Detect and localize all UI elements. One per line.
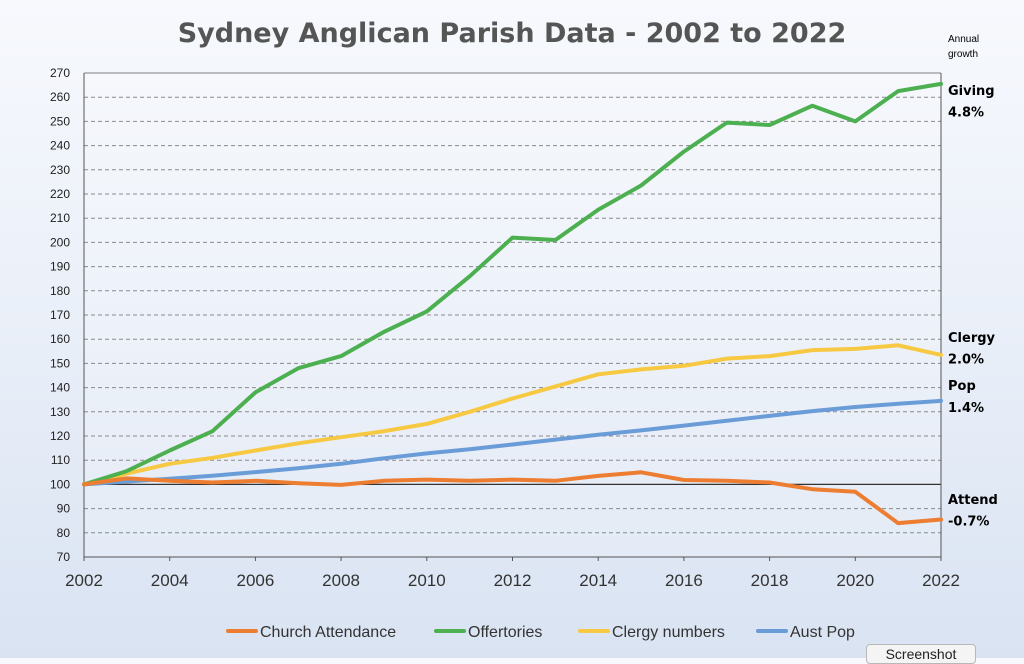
x-tick-label: 2012 bbox=[494, 571, 532, 590]
x-tick-label: 2016 bbox=[665, 571, 703, 590]
chart-title: Sydney Anglican Parish Data - 2002 to 20… bbox=[178, 18, 847, 49]
y-tick-label: 250 bbox=[50, 114, 70, 128]
screenshot-button[interactable]: Screenshot bbox=[866, 644, 976, 664]
y-tick-label: 190 bbox=[50, 260, 70, 274]
x-tick-label: 2006 bbox=[236, 571, 274, 590]
legend-label: Clergy numbers bbox=[612, 624, 725, 641]
x-tick-label: 2022 bbox=[922, 571, 960, 590]
y-tick-label: 230 bbox=[50, 163, 70, 177]
y-tick-label: 200 bbox=[50, 235, 70, 249]
x-tick-label: 2010 bbox=[408, 571, 446, 590]
y-tick-label: 220 bbox=[50, 187, 70, 201]
legend-label: Aust Pop bbox=[790, 624, 855, 641]
y-tick-label: 240 bbox=[50, 139, 70, 153]
legend-label: Church Attendance bbox=[260, 624, 396, 641]
y-tick-label: 150 bbox=[50, 356, 70, 370]
y-tick-label: 130 bbox=[50, 405, 70, 419]
legend-label: Offertories bbox=[468, 624, 542, 641]
y-tick-label: 100 bbox=[50, 477, 70, 491]
x-tick-label: 2018 bbox=[751, 571, 789, 590]
growth-annotation-value: 2.0% bbox=[948, 353, 984, 368]
y-tick-label: 110 bbox=[51, 453, 70, 467]
x-tick-label: 2004 bbox=[151, 571, 189, 590]
growth-annotation-name: Pop bbox=[948, 379, 976, 394]
y-tick-label: 90 bbox=[57, 502, 71, 516]
plot-area: 7080901001101201301401501601701801902002… bbox=[50, 66, 998, 590]
growth-annotation-value: 4.8% bbox=[948, 106, 984, 121]
y-tick-label: 210 bbox=[50, 211, 70, 225]
y-tick-label: 80 bbox=[57, 526, 71, 540]
series-line-clergy-numbers bbox=[82, 343, 943, 487]
growth-annotation-value: -0.7% bbox=[948, 515, 989, 530]
series-line-church-attendance bbox=[82, 470, 943, 526]
series-line-offertories bbox=[82, 81, 943, 487]
annual-growth-label-line2: growth bbox=[948, 49, 978, 60]
y-tick-label: 170 bbox=[50, 308, 70, 322]
y-tick-label: 120 bbox=[50, 429, 70, 443]
annual-growth-label-line1: Annual bbox=[948, 34, 979, 45]
y-tick-label: 160 bbox=[50, 332, 70, 346]
series-line-aust-pop bbox=[82, 398, 943, 487]
growth-annotation-name: Giving bbox=[948, 84, 995, 99]
y-tick-label: 140 bbox=[50, 381, 70, 395]
x-tick-label: 2008 bbox=[322, 571, 360, 590]
x-tick-label: 2014 bbox=[579, 571, 617, 590]
y-tick-label: 260 bbox=[50, 90, 70, 104]
y-tick-label: 70 bbox=[57, 550, 71, 564]
x-tick-label: 2002 bbox=[65, 571, 103, 590]
growth-annotation-value: 1.4% bbox=[948, 401, 984, 416]
growth-annotation-name: Attend bbox=[948, 493, 998, 508]
y-tick-label: 270 bbox=[50, 66, 70, 80]
x-tick-label: 2020 bbox=[836, 571, 874, 590]
legend: Church Attendance Offertories Clergy numbe… bbox=[226, 624, 855, 641]
y-tick-label: 180 bbox=[50, 284, 70, 298]
growth-annotation-name: Clergy bbox=[948, 331, 996, 346]
